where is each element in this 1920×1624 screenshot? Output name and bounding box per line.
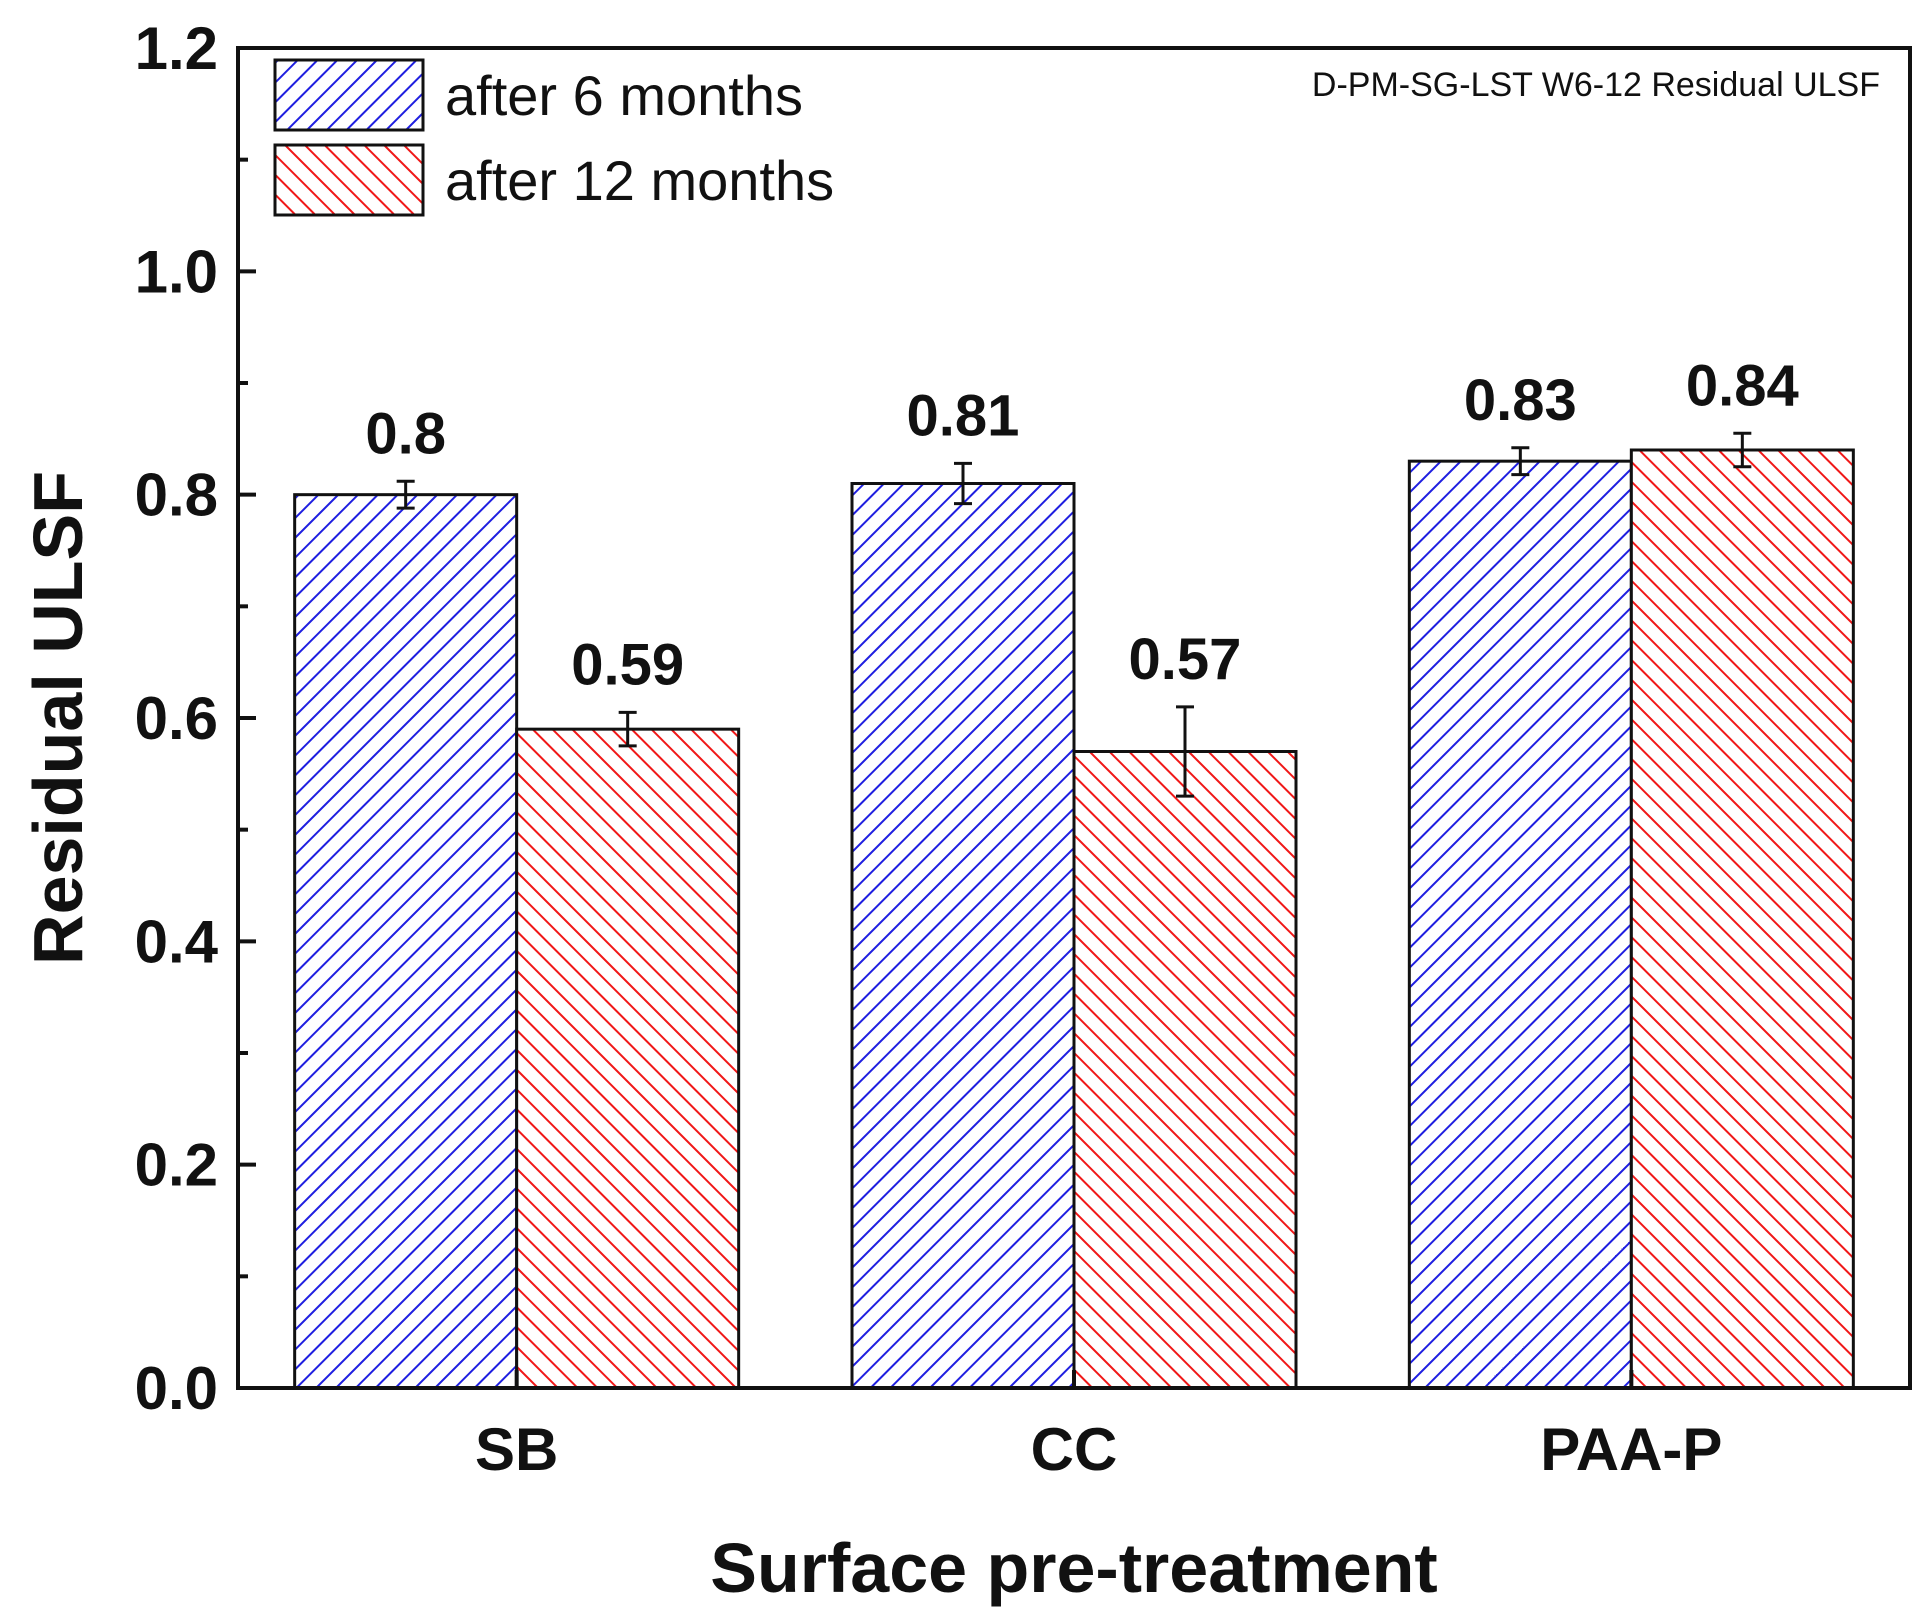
y-axis: 0.0 0.2 0.4 0.6 0.8 1.0 1.2 <box>135 15 256 1422</box>
data-label: 0.57 <box>1129 627 1242 692</box>
error-bars-layer <box>396 431 1752 798</box>
data-label: 0.8 <box>365 401 446 466</box>
legend: after 6 months after 12 months <box>273 58 834 217</box>
bar-cc-series-1 <box>1072 750 1298 1390</box>
data-label: 0.83 <box>1464 368 1577 433</box>
legend-label-12-months: after 12 months <box>445 149 834 212</box>
legend-label-6-months: after 6 months <box>445 64 803 127</box>
bar-sb-series-0 <box>293 493 519 1390</box>
data-label: 0.84 <box>1686 353 1799 418</box>
data-labels-layer: 0.8 0.59 0.81 0.57 0.83 0.84 <box>365 353 1798 697</box>
legend-swatch-12-months <box>273 143 425 217</box>
y-axis-title: Residual ULSF <box>19 471 97 965</box>
x-axis: SB CC PAA-P <box>475 1370 1722 1483</box>
x-tick-label: CC <box>1031 1416 1118 1483</box>
bars-layer <box>293 448 1855 1390</box>
data-label: 0.59 <box>571 632 684 697</box>
bar-paa-p-series-0 <box>1407 459 1633 1390</box>
data-label: 0.81 <box>907 383 1020 448</box>
chart-annotation: D-PM-SG-LST W6-12 Residual ULSF <box>1312 66 1880 104</box>
y-tick-label: 0.6 <box>135 685 218 752</box>
y-tick-label: 0.4 <box>135 908 219 975</box>
x-tick-label: PAA-P <box>1540 1416 1722 1483</box>
y-tick-label: 1.2 <box>135 15 218 82</box>
legend-swatch-6-months <box>273 58 425 132</box>
y-tick-label: 0.8 <box>135 462 218 529</box>
y-tick-label: 0.2 <box>135 1132 218 1199</box>
y-tick-label: 0.0 <box>135 1355 218 1422</box>
x-axis-title: Surface pre-treatment <box>710 1529 1437 1607</box>
x-tick-label: SB <box>475 1416 558 1483</box>
bar-cc-series-0 <box>850 482 1076 1390</box>
y-tick-label: 1.0 <box>135 238 218 305</box>
bar-sb-series-1 <box>515 727 741 1390</box>
bar-paa-p-series-1 <box>1629 448 1855 1390</box>
